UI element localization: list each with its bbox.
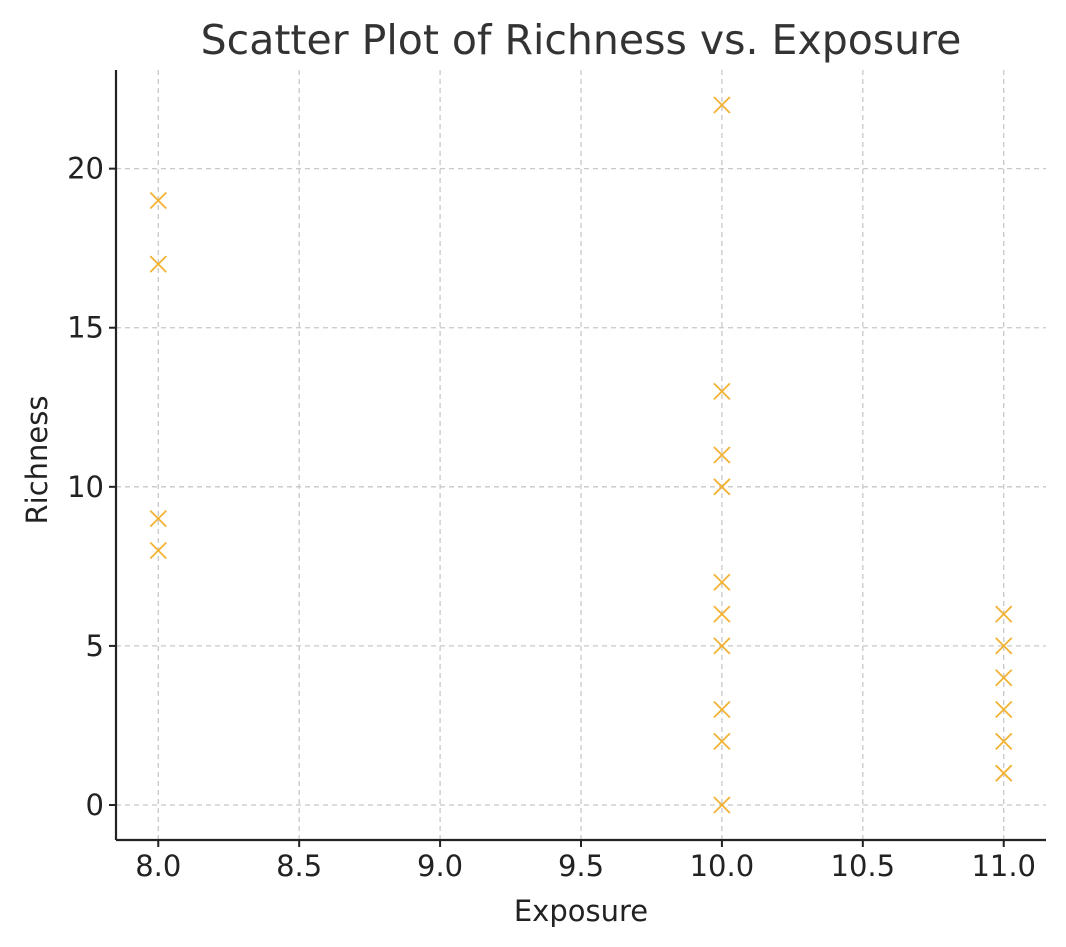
x-tick-label: 11.0 xyxy=(971,849,1036,883)
data-point xyxy=(713,446,731,464)
data-point xyxy=(713,605,731,623)
axis-ticks: 8.0 8.5 9.0 9.5 10.0 10.5 11.0 0 5 10 15 20 xyxy=(67,152,1036,883)
y-tick-label: 10 xyxy=(67,470,104,504)
y-tick-label: 0 xyxy=(86,788,104,822)
data-point xyxy=(995,637,1013,655)
chart-title: Scatter Plot of Richness vs. Exposure xyxy=(201,16,962,64)
data-point xyxy=(995,700,1013,719)
data-point xyxy=(995,605,1013,623)
x-tick-label: 10.0 xyxy=(690,849,755,883)
data-point xyxy=(713,96,731,114)
x-tick-label: 8.5 xyxy=(276,849,322,883)
data-point xyxy=(713,382,731,401)
data-point xyxy=(995,732,1013,751)
x-tick-label: 8.0 xyxy=(135,849,181,883)
y-tick-label: 20 xyxy=(67,152,104,186)
data-point xyxy=(713,700,731,719)
y-tick-label: 5 xyxy=(86,629,104,663)
data-point xyxy=(713,573,731,591)
x-tick-label: 9.5 xyxy=(558,849,604,883)
data-point xyxy=(713,796,731,814)
data-point xyxy=(713,478,731,496)
data-points xyxy=(149,96,1013,814)
y-tick-label: 15 xyxy=(67,311,104,345)
data-point xyxy=(995,669,1013,687)
data-point xyxy=(149,255,167,273)
x-tick-label: 10.5 xyxy=(831,849,896,883)
x-axis-label: Exposure xyxy=(514,894,648,928)
data-point xyxy=(149,509,167,528)
data-point xyxy=(149,191,167,210)
grid-lines xyxy=(116,70,1046,840)
data-point xyxy=(713,637,731,655)
y-axis-label: Richness xyxy=(20,396,54,525)
data-point xyxy=(713,732,731,751)
x-tick-label: 9.0 xyxy=(417,849,463,883)
data-point xyxy=(149,541,167,560)
data-point xyxy=(995,764,1013,782)
